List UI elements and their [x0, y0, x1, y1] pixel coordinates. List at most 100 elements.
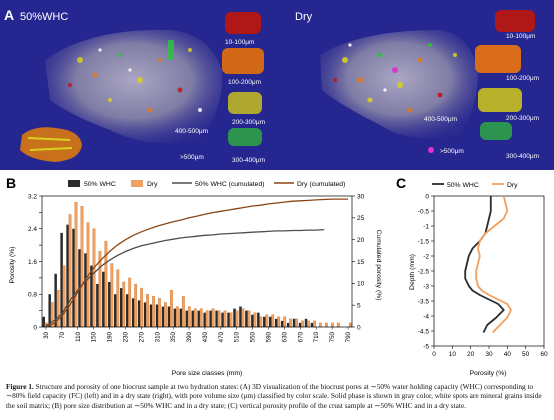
- c-y-tick-label: -1: [423, 223, 429, 230]
- x-tick-label: 630: [281, 331, 288, 342]
- x-tick-label: 510: [234, 331, 241, 342]
- bar-dry: [128, 277, 132, 328]
- bar-dry: [330, 322, 334, 328]
- panel-b-pore-size-chart: B 50% WHC Dry 50% WHC (cumulated) Dry (c…: [6, 175, 382, 377]
- bar-dry: [74, 201, 78, 328]
- bar-dry: [319, 322, 322, 328]
- legend-label-c-whc: 50% WHC: [447, 182, 479, 189]
- bar-dry: [68, 214, 72, 328]
- x-tick-label: 430: [202, 331, 209, 342]
- bar-dry: [265, 314, 269, 328]
- x-tick-label: 190: [107, 331, 114, 342]
- bar-whc: [155, 304, 159, 327]
- bar-dry: [80, 206, 84, 328]
- bar-dry: [140, 287, 144, 328]
- y2-tick-label: 5: [357, 302, 361, 309]
- bar-whc: [137, 300, 141, 327]
- legend-label-dry-cum: Dry (cumulated): [297, 181, 345, 188]
- bar-whc: [42, 316, 45, 327]
- bar-whc: [185, 310, 189, 327]
- left-label-200-300: 200-300μm: [232, 119, 265, 126]
- c-y-tick-label: -3.5: [418, 298, 430, 305]
- left-sample-title: 50%WHC: [20, 11, 68, 23]
- c-y-tick-label: -3: [423, 283, 429, 290]
- bar-whc: [149, 304, 153, 327]
- bar-dry: [116, 269, 120, 328]
- bar-dry: [313, 320, 316, 328]
- panel-c-letter: C: [396, 175, 406, 191]
- c-x-tick-label: 0: [432, 351, 436, 358]
- panel-c-plot: 0 10 20 30 40 50 60 0 -0.5 -1 -1.5 -2 -2.5 -3 -3.5 -4 -4…: [418, 193, 548, 358]
- c-y-tick-label: -2: [423, 253, 429, 260]
- c-x-tick-label: 50: [522, 351, 530, 358]
- bar-whc: [131, 298, 135, 327]
- y2-tick-label: 15: [357, 259, 365, 266]
- bar-dry: [56, 290, 60, 328]
- y-tick-label: 0.8: [28, 292, 37, 299]
- legend-swatch-dry: [131, 180, 143, 187]
- bar-dry: [229, 312, 233, 328]
- left-label-300-400: 300-400μm: [232, 157, 265, 164]
- bar-whc: [60, 232, 63, 327]
- right-pore-300-400: [480, 122, 512, 140]
- bar-whc: [114, 294, 117, 327]
- bar-dry: [247, 310, 251, 328]
- caption-text: Structure and porosity of one biocrust s…: [6, 382, 542, 410]
- bar-dry: [289, 318, 293, 328]
- bar-whc: [179, 308, 183, 327]
- left-label-100-200: 100-200μm: [228, 79, 261, 86]
- bar-dry: [199, 308, 203, 328]
- c-x-tick-label: 40: [504, 351, 512, 358]
- bar-whc: [119, 288, 123, 327]
- bar-whc: [310, 322, 314, 327]
- bar-dry: [152, 296, 155, 328]
- bar-whc: [108, 281, 111, 327]
- bar-whc: [72, 228, 75, 327]
- panel-b-x-axis-label: Pore size classes (mm): [172, 370, 243, 377]
- y-tick-label: 2.4: [28, 226, 37, 233]
- bar-dry: [307, 320, 310, 328]
- y2-tick-label: 25: [357, 215, 365, 222]
- bar-dry: [348, 322, 352, 328]
- bar-dry: [187, 306, 191, 328]
- bar-dry: [336, 322, 340, 328]
- left-pore-speckles: [68, 40, 202, 113]
- x-tick-label: 30: [43, 331, 50, 338]
- panel-b-y2-axis-label: Cumulated porosity (%): [375, 229, 382, 300]
- panel-b-legend: 50% WHC Dry 50% WHC (cumulated) Dry (cum…: [68, 180, 345, 188]
- bar-dry: [205, 310, 209, 328]
- bar-whc: [298, 322, 302, 327]
- right-label-100-200: 100-200μm: [506, 75, 539, 82]
- x-tick-label: 590: [266, 331, 273, 342]
- bar-dry: [170, 290, 173, 328]
- bar-whc: [66, 224, 69, 327]
- bar-dry: [283, 316, 287, 328]
- bar-dry: [325, 322, 328, 328]
- panel-c-x-axis-label: Porosity (%): [469, 370, 506, 377]
- bar-whc: [286, 322, 290, 327]
- right-pore-10-100: [495, 10, 535, 32]
- left-pore-10-100: [225, 12, 261, 34]
- bar-whc: [233, 308, 236, 327]
- bar-dry: [146, 294, 149, 328]
- panel-b-y-axis-label: Porosity (%): [9, 246, 16, 283]
- figure-caption: Figure 1. Structure and porosity of one …: [6, 382, 550, 410]
- bar-whc: [173, 308, 177, 327]
- bar-dry: [301, 320, 304, 328]
- x-tick-label: 230: [122, 331, 129, 342]
- panel-c-depth-profile: C 50% WHC Dry 0 10 20 30 40 50 60 0 -0.5 -1 -1.5 -2…: [396, 175, 548, 377]
- bar-dry: [122, 281, 126, 328]
- x-tick-label: 390: [186, 331, 193, 342]
- bar-dry: [110, 263, 114, 328]
- bar-dry: [175, 306, 179, 328]
- bar-dry: [235, 310, 239, 328]
- panel-a-letter: A: [4, 7, 14, 23]
- bar-dry: [181, 296, 185, 328]
- panel-b-cumulative-lines: [45, 198, 348, 327]
- legend-label-dry: Dry: [147, 181, 158, 188]
- left-3d-matrix: [45, 29, 223, 144]
- left-extract-orange: [20, 127, 82, 162]
- bar-whc: [257, 312, 260, 327]
- left-label-10-100: 10-100μm: [225, 39, 254, 46]
